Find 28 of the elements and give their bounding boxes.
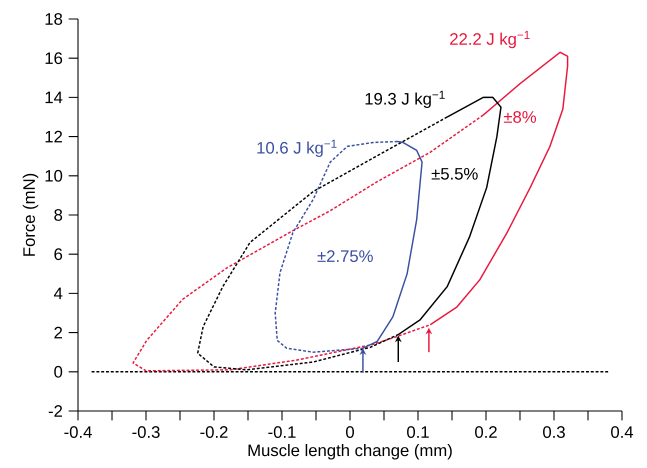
annotation: ±5.5% [432,168,478,180]
x-tick-label: 0.1 [407,426,429,438]
y-tick-label: 6 [54,248,62,260]
x-tick-label: 0.2 [475,426,497,438]
x-tick-label: 0.3 [543,426,565,438]
y-tick-label: 14 [46,92,62,104]
y-tick-label: 2 [54,326,62,338]
y-tick-label: 16 [46,52,62,64]
y-axis-title: Force (mN) [22,174,38,256]
x-tick-label: 0.4 [611,426,634,438]
annotation: ±2.75% [318,250,373,262]
x-axis-title: Muscle length change (mm) [248,444,452,460]
y-tick-label: 8 [54,209,62,221]
x-tick-label: -0.2 [200,426,228,438]
annotation: 10.6 J kg$^{−1}$ [257,140,337,157]
y-tick-label: -2 [48,405,62,417]
annotation: ±8% [504,111,536,123]
y-tick-label: 18 [46,13,62,25]
annotation: 22.2 J kg$^{−1}$ [450,30,530,48]
annotation: 19.3 J kg$^{−1}$ [366,90,445,108]
x-tick-label: 0 [346,426,354,438]
x-tick-label: -0.1 [268,426,296,438]
x-tick-label: -0.3 [132,426,160,438]
x-tick-label: -0.4 [64,426,92,438]
y-tick-label: 12 [46,130,62,142]
y-tick-label: 0 [54,366,62,378]
y-tick-label: 10 [46,170,62,182]
y-tick-label: 4 [54,288,62,300]
